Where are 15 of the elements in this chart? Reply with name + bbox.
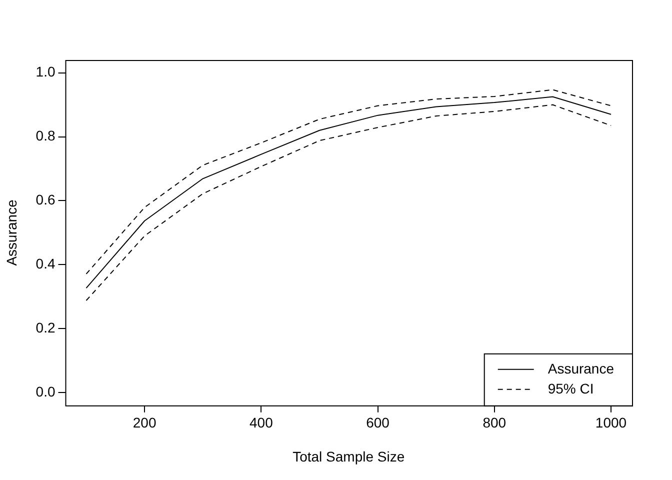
y-tick-label: 0.6 xyxy=(36,192,56,208)
y-tick-label: 0.8 xyxy=(36,128,56,144)
x-tick-label: 400 xyxy=(249,414,274,431)
x-axis-title: Total Sample Size xyxy=(292,448,405,464)
x-tick-label: 200 xyxy=(132,414,156,431)
legend-label: Assurance xyxy=(548,360,614,376)
x-tick-label: 600 xyxy=(366,414,390,431)
y-tick-label: 0.0 xyxy=(36,383,56,400)
y-tick-label: 0.4 xyxy=(36,256,56,272)
x-tick-label: 1000 xyxy=(595,414,627,431)
y-axis-title: Assurance xyxy=(3,199,20,266)
y-tick-label: 0.2 xyxy=(36,320,56,336)
y-tick-label: 1.0 xyxy=(36,64,56,80)
x-tick-label: 800 xyxy=(482,414,506,431)
legend-label: 95% CI xyxy=(548,380,594,396)
